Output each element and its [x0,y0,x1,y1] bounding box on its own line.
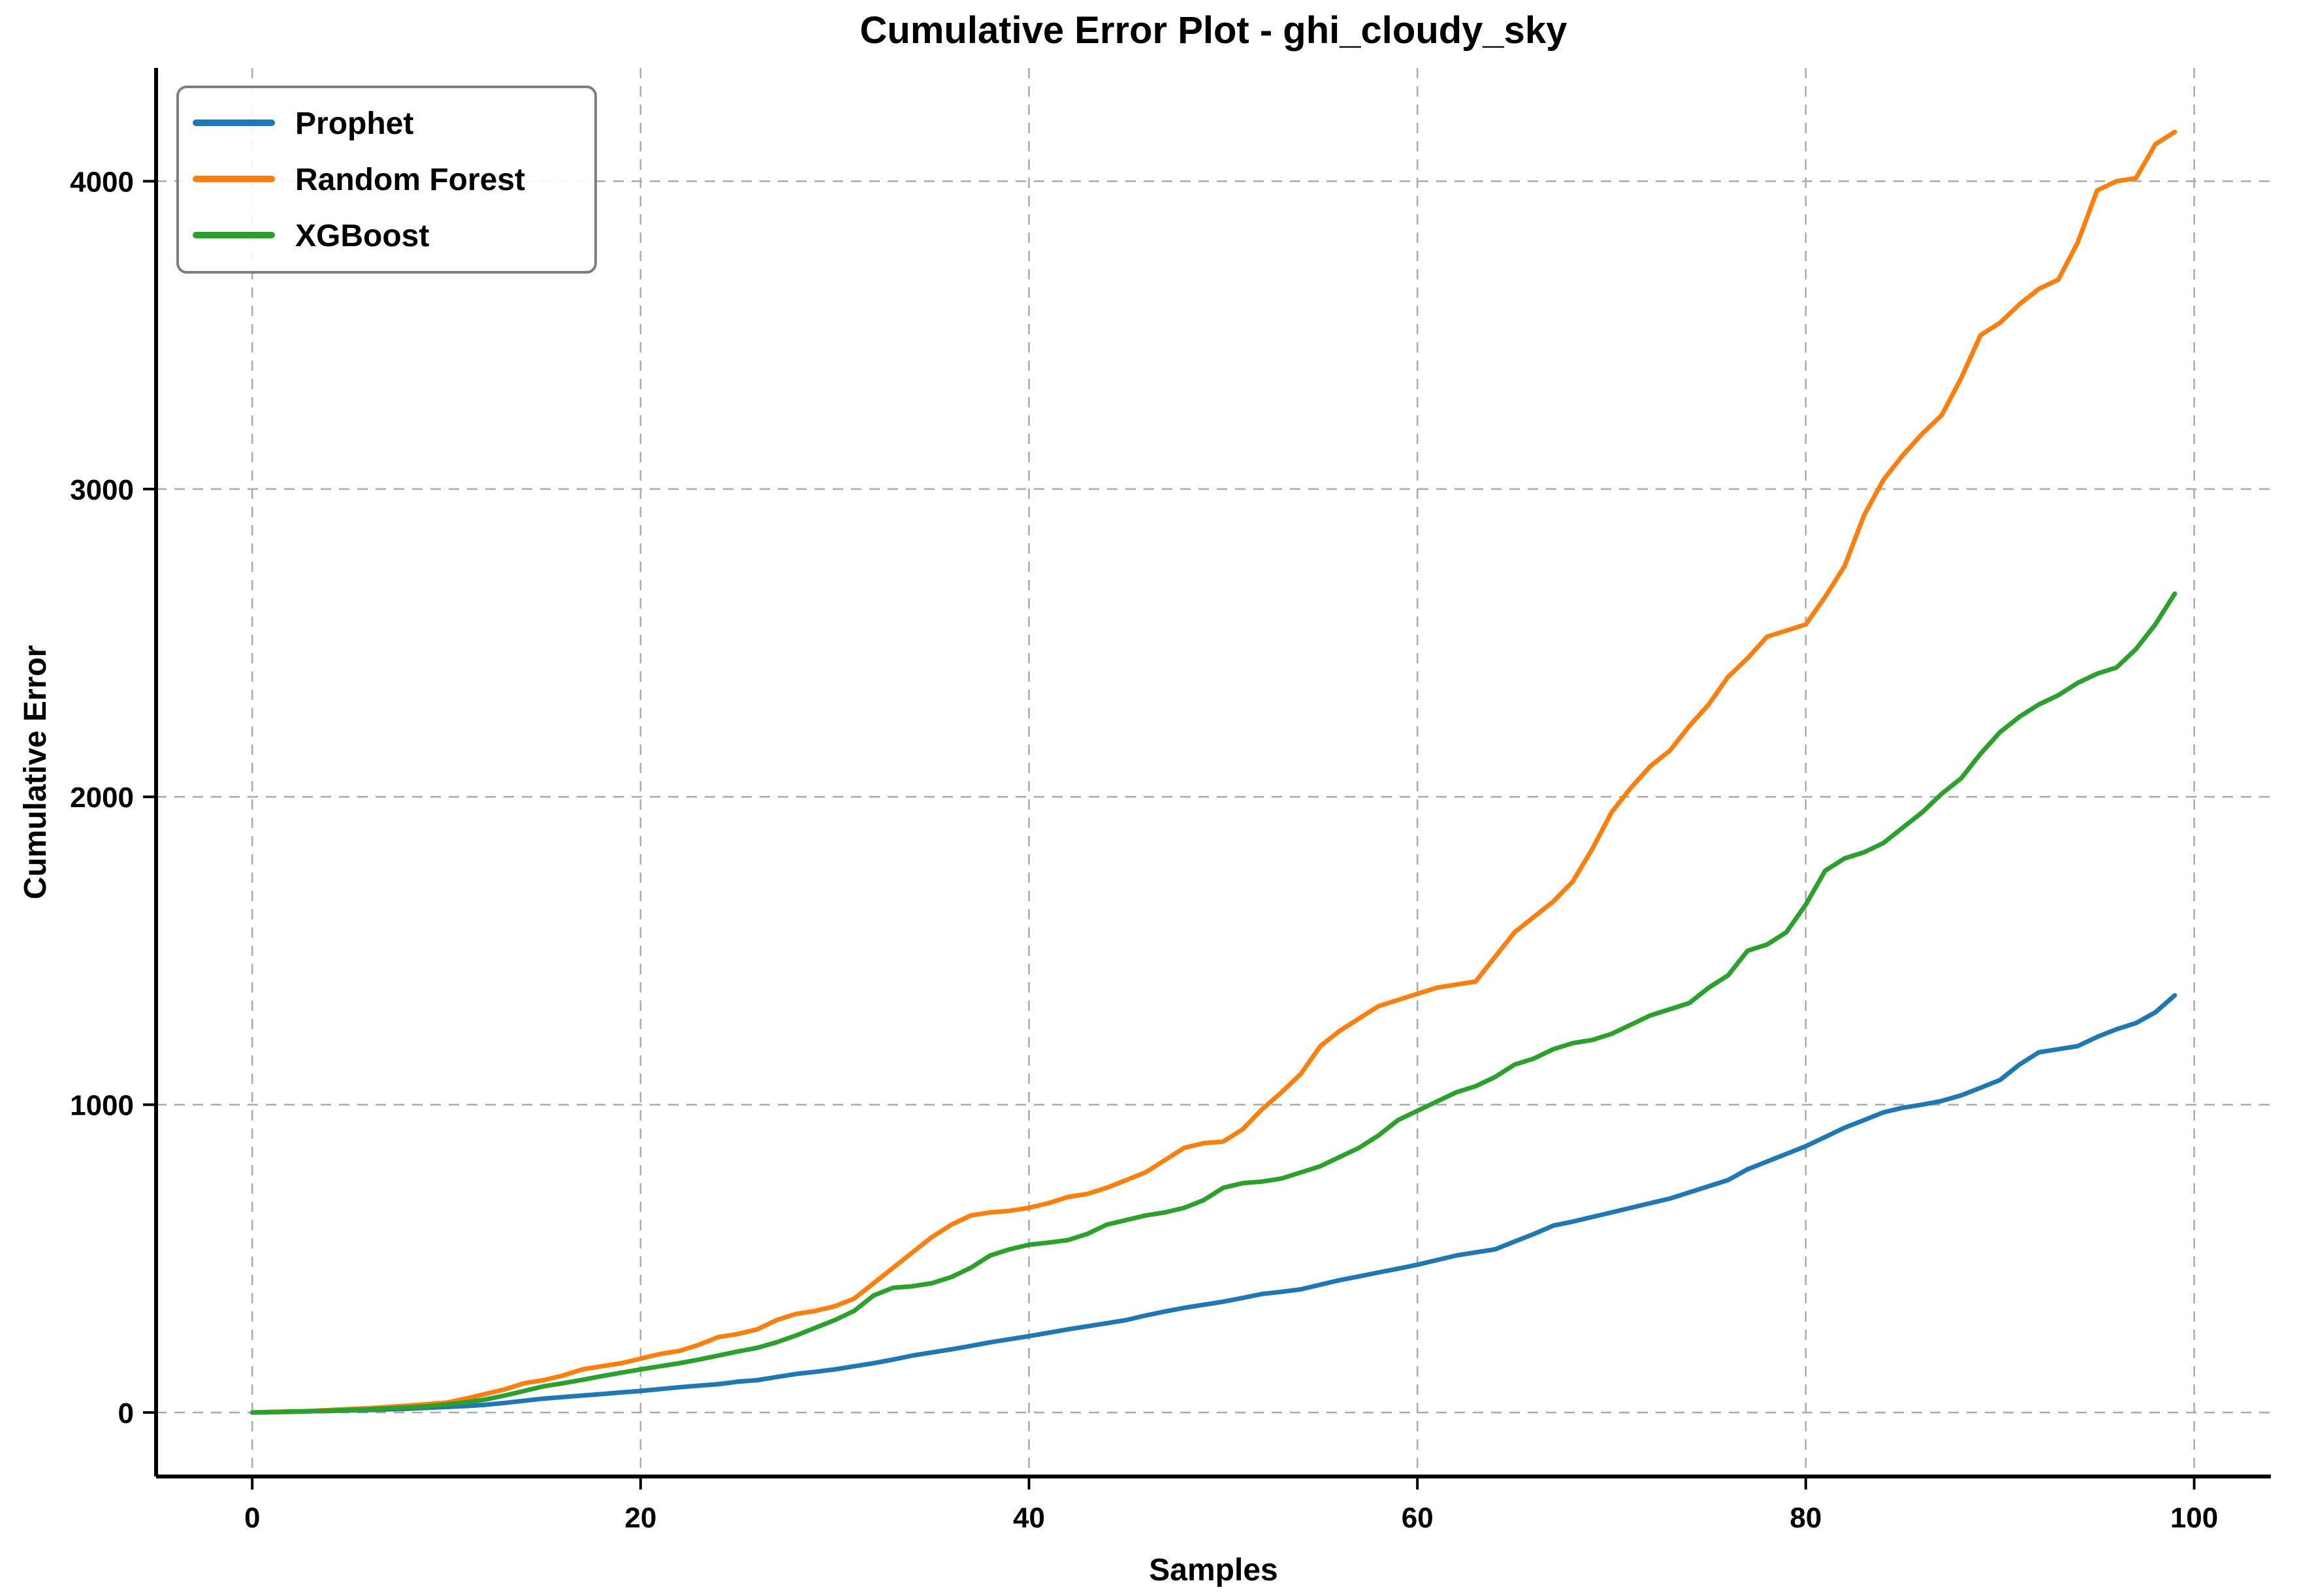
legend-item-label: Prophet [295,106,413,141]
series-line-xgboost [249,591,2177,1415]
x-tick-label: 80 [1790,1502,1822,1534]
y-tick-label: 3000 [70,474,134,506]
legend-item-random-forest: Random Forest [193,163,525,197]
series-line-random-forest [249,129,2177,1415]
legend-item-label: XGBoost [295,219,429,253]
y-tick-label: 1000 [70,1090,134,1122]
legend: Prophet Random Forest XGBoost [176,86,597,274]
x-tick-label: 20 [624,1502,656,1534]
x-tick-label: 0 [244,1502,260,1534]
x-axis-label: Samples [1149,1553,1277,1588]
legend-item-xgboost: XGBoost [193,219,429,253]
legend-item-label: Random Forest [295,163,525,197]
y-axis-label: Cumulative Error [18,645,53,899]
chart-title: Cumulative Error Plot - ghi_cloudy_sky [860,9,1567,52]
y-tick-label: 0 [118,1397,134,1429]
legend-box [176,86,597,274]
legend-item-prophet: Prophet [193,106,413,141]
grid-layer [156,68,2271,1476]
y-tick-label: 2000 [70,782,134,814]
series-layer [249,129,2177,1415]
axes-layer [154,68,2271,1478]
x-tick-label: 60 [1402,1502,1434,1534]
x-tick-label: 100 [2170,1502,2218,1534]
x-tick-label: 40 [1013,1502,1045,1534]
series-line-prophet [249,993,2177,1415]
y-tick-label: 4000 [70,166,134,198]
